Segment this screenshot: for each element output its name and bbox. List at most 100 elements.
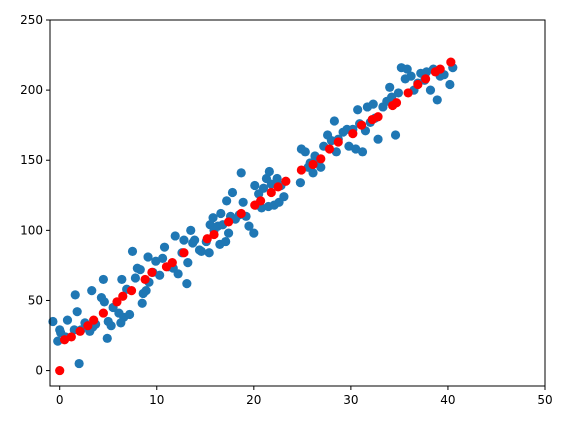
data-point bbox=[236, 168, 246, 178]
data-point bbox=[279, 192, 289, 202]
data-point bbox=[403, 88, 413, 98]
points-layer bbox=[48, 57, 458, 376]
x-tick-label: 50 bbox=[537, 393, 552, 407]
data-point bbox=[183, 258, 193, 268]
data-point bbox=[264, 166, 274, 177]
data-point bbox=[159, 242, 170, 252]
data-point bbox=[209, 229, 219, 240]
x-tick: 40 bbox=[440, 386, 456, 407]
data-point bbox=[141, 286, 151, 296]
data-point bbox=[137, 298, 147, 308]
data-point bbox=[391, 98, 402, 108]
data-point bbox=[227, 187, 238, 198]
data-point bbox=[316, 154, 326, 164]
data-point bbox=[373, 112, 383, 122]
y-tick-label: 100 bbox=[20, 223, 43, 237]
data-point bbox=[83, 321, 93, 331]
data-point bbox=[308, 159, 318, 170]
data-point bbox=[118, 291, 128, 301]
data-point bbox=[143, 252, 153, 262]
data-point bbox=[216, 208, 226, 219]
y-tick: 100 bbox=[20, 223, 50, 237]
x-tick-label: 20 bbox=[246, 393, 261, 407]
data-point bbox=[127, 246, 138, 256]
data-point bbox=[98, 274, 108, 285]
data-point bbox=[204, 248, 214, 258]
y-tick: 250 bbox=[20, 13, 50, 27]
data-point bbox=[190, 235, 200, 245]
data-point bbox=[48, 316, 58, 327]
data-point bbox=[435, 64, 445, 74]
y-tick: 50 bbox=[28, 293, 50, 307]
data-point bbox=[446, 57, 456, 67]
data-point bbox=[170, 231, 180, 241]
x-tick: 50 bbox=[537, 386, 553, 407]
data-point bbox=[316, 162, 326, 172]
data-point bbox=[98, 308, 108, 318]
data-point bbox=[112, 297, 122, 307]
data-point bbox=[70, 290, 80, 300]
data-point bbox=[87, 286, 97, 296]
data-point bbox=[413, 79, 423, 90]
data-point bbox=[196, 246, 207, 256]
data-point bbox=[89, 315, 99, 325]
data-point bbox=[222, 196, 232, 206]
data-point bbox=[106, 321, 116, 331]
data-point bbox=[393, 88, 404, 98]
data-point bbox=[155, 270, 165, 280]
data-point bbox=[182, 279, 192, 289]
data-point bbox=[223, 228, 234, 238]
data-point bbox=[348, 128, 358, 139]
data-point bbox=[179, 235, 189, 245]
data-point bbox=[256, 196, 266, 206]
y-tick-label: 0 bbox=[35, 364, 43, 378]
data-point bbox=[135, 265, 145, 275]
data-point bbox=[117, 274, 127, 285]
x-tick: 20 bbox=[246, 386, 261, 407]
data-point bbox=[273, 182, 283, 192]
data-point bbox=[126, 286, 137, 296]
data-point bbox=[390, 130, 401, 140]
data-point bbox=[102, 333, 112, 343]
data-point bbox=[329, 116, 339, 126]
x-tick: 30 bbox=[343, 386, 359, 407]
data-point bbox=[140, 274, 150, 285]
x-tick: 10 bbox=[149, 386, 164, 407]
data-point bbox=[385, 82, 395, 92]
data-point bbox=[250, 180, 260, 191]
x-tick-label: 10 bbox=[149, 393, 164, 407]
data-point bbox=[147, 267, 157, 278]
data-point bbox=[353, 105, 363, 115]
data-point bbox=[238, 197, 248, 207]
data-point bbox=[223, 217, 234, 227]
plot-frame bbox=[49, 19, 546, 387]
data-point bbox=[258, 183, 269, 193]
data-point bbox=[236, 208, 246, 219]
plot-background bbox=[50, 20, 545, 386]
data-point bbox=[55, 365, 65, 376]
x-tick: 0 bbox=[56, 386, 64, 407]
data-point bbox=[99, 297, 109, 307]
x-tick-label: 40 bbox=[440, 393, 455, 407]
y-tick: 200 bbox=[20, 83, 50, 97]
data-point bbox=[406, 71, 416, 81]
data-point bbox=[173, 269, 183, 279]
data-point bbox=[124, 309, 135, 320]
data-point bbox=[300, 147, 310, 157]
y-tick: 0 bbox=[35, 364, 50, 378]
series-1 bbox=[55, 57, 456, 376]
data-point bbox=[373, 134, 383, 144]
data-point bbox=[333, 137, 343, 147]
data-point bbox=[221, 236, 231, 247]
data-point bbox=[308, 168, 318, 178]
data-point bbox=[281, 176, 291, 186]
data-point bbox=[295, 178, 306, 188]
data-point bbox=[62, 315, 73, 325]
data-point bbox=[324, 144, 335, 154]
x-axis: 0 10 20 30 40 50 bbox=[56, 386, 553, 407]
data-point bbox=[208, 213, 218, 223]
data-point bbox=[66, 332, 76, 342]
y-tick-label: 150 bbox=[20, 153, 43, 167]
data-point bbox=[244, 221, 254, 231]
x-tick-label: 30 bbox=[343, 393, 358, 407]
